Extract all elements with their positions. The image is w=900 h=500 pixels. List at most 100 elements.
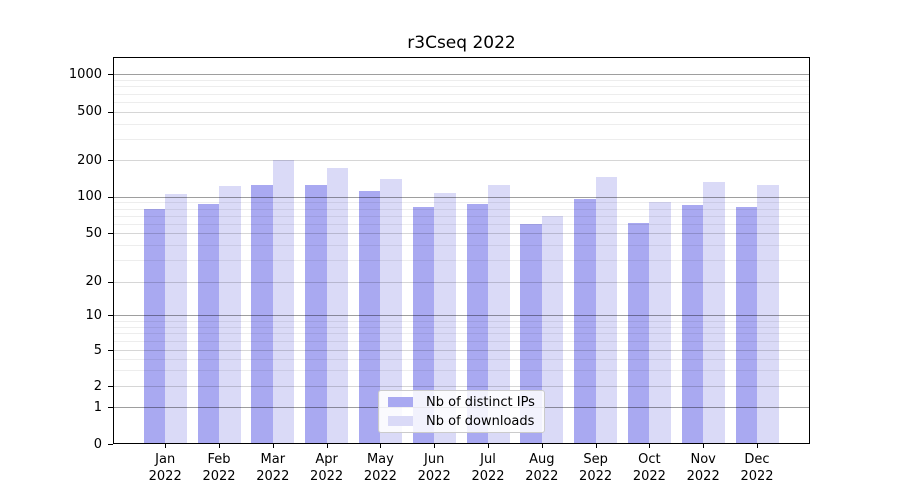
y-tick-label: 1000 xyxy=(68,66,102,82)
legend-label-distinct-ips: Nb of distinct IPs xyxy=(426,394,535,410)
y-tick-label: 2 xyxy=(93,378,102,394)
minor-gridline xyxy=(114,202,809,204)
y-tick-label: 50 xyxy=(85,225,102,241)
x-axis-tick xyxy=(434,444,436,448)
y-axis-tick xyxy=(108,111,113,113)
bar-downloads-jan xyxy=(165,194,187,444)
y-axis-tick xyxy=(108,196,113,198)
x-tick-label: Oct 2022 xyxy=(632,452,666,484)
x-tick-label: Jan 2022 xyxy=(148,452,182,484)
y-axis-tick xyxy=(108,233,113,235)
bar-distinct-ips-sep xyxy=(574,199,596,444)
minor-gridline xyxy=(114,80,809,81)
minor-gridline xyxy=(114,333,809,335)
bar-distinct-ips-jul xyxy=(466,204,488,444)
minor-gridline xyxy=(114,138,809,140)
x-axis-tick xyxy=(326,444,328,448)
bar-downloads-dec xyxy=(757,184,779,444)
bar-downloads-may xyxy=(380,178,402,444)
y-axis-tick xyxy=(108,281,113,283)
bar-downloads-apr xyxy=(326,167,349,444)
y-axis-tick xyxy=(108,74,113,76)
minor-gridline xyxy=(114,358,809,360)
y-tick-label: 5 xyxy=(93,342,102,358)
minor-gridline xyxy=(114,245,809,247)
bar-downloads-nov xyxy=(703,182,725,444)
y-tick-label: 10 xyxy=(85,307,102,323)
x-tick-label: Apr 2022 xyxy=(310,452,344,484)
bar-distinct-ips-aug xyxy=(520,223,542,444)
minor-gridline xyxy=(114,326,809,328)
gridline xyxy=(114,386,809,387)
bar-downloads-aug xyxy=(541,215,564,444)
minor-gridline xyxy=(114,93,809,95)
y-axis-tick xyxy=(108,350,113,351)
gridline xyxy=(114,350,809,351)
legend-swatch-downloads xyxy=(388,416,413,426)
gridline xyxy=(114,233,809,235)
bar-distinct-ips-oct xyxy=(627,222,650,444)
x-axis-tick xyxy=(219,444,220,448)
y-axis-tick xyxy=(108,160,113,161)
minor-gridline xyxy=(114,215,809,217)
minor-gridline xyxy=(114,123,809,125)
bar-downloads-mar xyxy=(272,160,295,444)
bar-downloads-sep xyxy=(595,176,618,444)
x-axis-tick xyxy=(649,444,651,448)
bar-distinct-ips-jan xyxy=(143,209,166,444)
y-axis-tick xyxy=(108,444,113,445)
gridline xyxy=(114,281,809,283)
legend-item-distinct-ips: Nb of distinct IPs xyxy=(388,394,535,410)
bar-downloads-feb xyxy=(219,185,241,444)
legend-label-downloads: Nb of downloads xyxy=(426,413,535,429)
bar-distinct-ips-apr xyxy=(305,184,327,444)
bar-distinct-ips-mar xyxy=(251,184,273,444)
x-tick-label: Dec 2022 xyxy=(740,452,774,484)
bar-downloads-oct xyxy=(649,202,671,444)
legend: Nb of distinct IPs Nb of downloads xyxy=(378,390,545,433)
y-axis-tick xyxy=(108,407,113,409)
x-tick-label: Jun 2022 xyxy=(417,452,451,484)
x-axis-tick xyxy=(272,444,274,448)
gridline xyxy=(114,111,809,113)
y-axis-tick xyxy=(108,386,113,387)
gridline xyxy=(114,196,809,198)
gridline xyxy=(114,160,809,161)
x-tick-label: May 2022 xyxy=(363,452,397,484)
gridline xyxy=(114,74,809,76)
chart-title: r3Cseq 2022 xyxy=(407,33,516,53)
legend-swatch-distinct-ips xyxy=(388,397,413,407)
bar-downloads-jul xyxy=(488,184,510,444)
x-axis-tick xyxy=(757,444,758,448)
y-tick-label: 0 xyxy=(93,436,102,452)
y-tick-label: 20 xyxy=(85,274,102,290)
x-axis-tick xyxy=(703,444,705,448)
x-tick-label: Mar 2022 xyxy=(256,452,290,484)
minor-gridline xyxy=(114,223,809,225)
y-tick-label: 200 xyxy=(77,152,102,168)
bar-distinct-ips-dec xyxy=(735,206,757,444)
minor-gridline xyxy=(114,260,809,262)
y-tick-label: 100 xyxy=(77,189,102,205)
x-tick-label: Jul 2022 xyxy=(471,452,505,484)
bar-distinct-ips-feb xyxy=(197,203,219,444)
bar-downloads-jun xyxy=(434,193,456,444)
x-axis-tick xyxy=(165,444,167,448)
y-axis-tick xyxy=(108,315,113,317)
x-tick-label: Sep 2022 xyxy=(579,452,613,484)
gridline xyxy=(114,315,809,317)
bar-distinct-ips-nov xyxy=(681,204,704,444)
bar-distinct-ips-jun xyxy=(412,207,435,444)
minor-gridline xyxy=(114,370,809,372)
bar-distinct-ips-may xyxy=(358,190,381,444)
x-tick-label: Nov 2022 xyxy=(686,452,720,484)
minor-gridline xyxy=(114,320,809,322)
minor-gridline xyxy=(114,86,809,88)
y-tick-label: 1 xyxy=(93,399,102,415)
x-axis-tick xyxy=(380,444,382,448)
minor-gridline xyxy=(114,101,809,103)
